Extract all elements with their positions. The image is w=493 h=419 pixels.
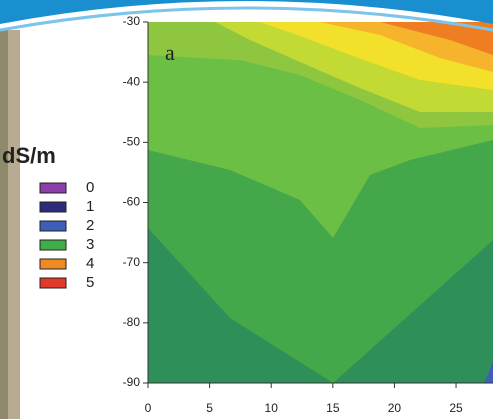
legend-label: 5	[86, 274, 94, 291]
y-tick-label: -40	[123, 74, 141, 88]
legend-swatch	[39, 258, 67, 270]
legend-title: dS/m	[2, 143, 56, 168]
y-tick-label: -50	[123, 135, 141, 149]
x-tick-label: 20	[388, 401, 402, 415]
x-tick-label: 5	[206, 401, 213, 415]
legend-label: 4	[86, 255, 94, 272]
legend-label: 1	[86, 198, 94, 215]
legend-swatch	[39, 182, 67, 194]
y-tick-label: -80	[123, 315, 141, 329]
legend-swatch	[39, 220, 67, 232]
contour-band	[484, 362, 493, 383]
photo-strip-shade	[0, 30, 8, 419]
x-tick-label: 25	[449, 401, 463, 415]
contour-band	[380, 22, 493, 55]
x-tick-label: 0	[145, 401, 152, 415]
panel-label: a	[165, 40, 175, 65]
legend-swatch	[39, 239, 67, 251]
legend-swatch	[39, 277, 67, 289]
banner-arc	[0, 0, 493, 24]
contour-fill	[148, 22, 493, 383]
legend-swatch	[39, 201, 67, 213]
banner-line	[0, 6, 493, 32]
legend-label: 2	[86, 217, 94, 234]
legend-label: 0	[86, 179, 94, 196]
y-tick-label: -30	[123, 14, 141, 28]
y-tick-label: -70	[123, 255, 141, 269]
legend-label: 3	[86, 236, 94, 253]
y-tick-label: -60	[123, 195, 141, 209]
y-tick-label: -90	[123, 375, 141, 389]
x-tick-label: 10	[265, 401, 279, 415]
x-tick-label: 15	[326, 401, 340, 415]
